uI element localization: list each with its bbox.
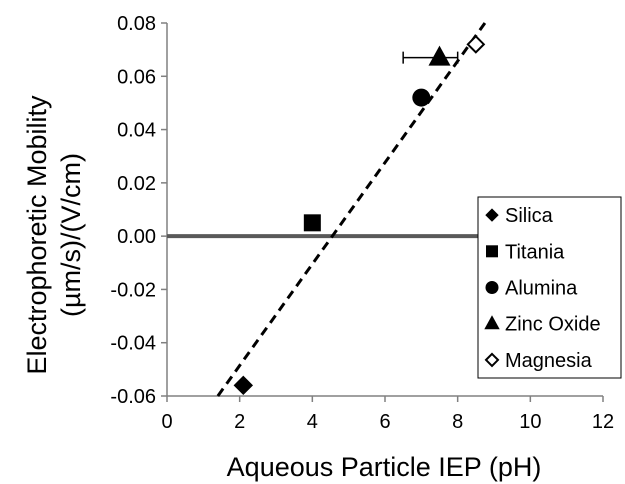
legend-marker-alumina [485,281,499,294]
legend-label-zinc-oxide: Zinc Oxide [505,314,601,336]
legend-marker-zinc-oxide [484,315,500,330]
y-tick-label: 0.00 [117,226,156,248]
x-tick-label: 6 [379,411,390,433]
y-tick-label: 0.08 [117,13,156,35]
zinc-oxide-point [428,45,451,66]
x-tick-label: 8 [452,411,463,433]
legend: Silica Titania Alumina Zinc Oxide Magnesia [477,196,622,379]
legend-item-zinc-oxide: Zinc Oxide [484,314,601,336]
y-tick-label: 0.02 [117,173,156,195]
y-axis-title-line-2: (µm/s)/(V/cm) [56,153,86,317]
legend-marker-silica [485,208,499,222]
legend-marker-magnesia [484,352,500,368]
legend-item-titania: Titania [486,241,565,263]
x-axis-title: Aqueous Particle IEP (pH) [227,452,542,482]
x-tick-label: 4 [307,411,318,433]
legend-label-titania: Titania [505,241,565,263]
y-axis-title-line-1: Electrophoretic Mobility [22,95,52,375]
legend-item-alumina: Alumina [485,278,578,300]
x-tick-label: 12 [592,411,614,433]
trend-line [216,22,487,397]
y-tick-label: -0.04 [110,333,156,355]
y-tick-label: 0.04 [117,120,156,142]
alumina-point [412,88,431,107]
legend-marker-titania [486,245,498,258]
legend-label-magnesia: Magnesia [505,350,593,372]
legend-item-silica: Silica [485,205,554,227]
legend-item-magnesia: Magnesia [484,350,593,372]
titania-point [303,214,321,232]
x-tick-label: 10 [519,411,541,433]
magnesia-point [466,34,486,54]
silica-point [233,375,254,396]
legend-label-alumina: Alumina [505,278,578,300]
x-tick-label: 0 [161,411,172,433]
legend-label-silica: Silica [505,205,554,227]
legend-box [477,196,622,379]
x-tick-label: 2 [234,411,245,433]
y-axis-title: Electrophoretic Mobility (µm/s)/(V/cm) [22,95,86,375]
y-tick-label: 0.06 [117,66,156,88]
y-tick-label: -0.02 [110,279,156,301]
y-tick-label: -0.06 [110,386,156,408]
